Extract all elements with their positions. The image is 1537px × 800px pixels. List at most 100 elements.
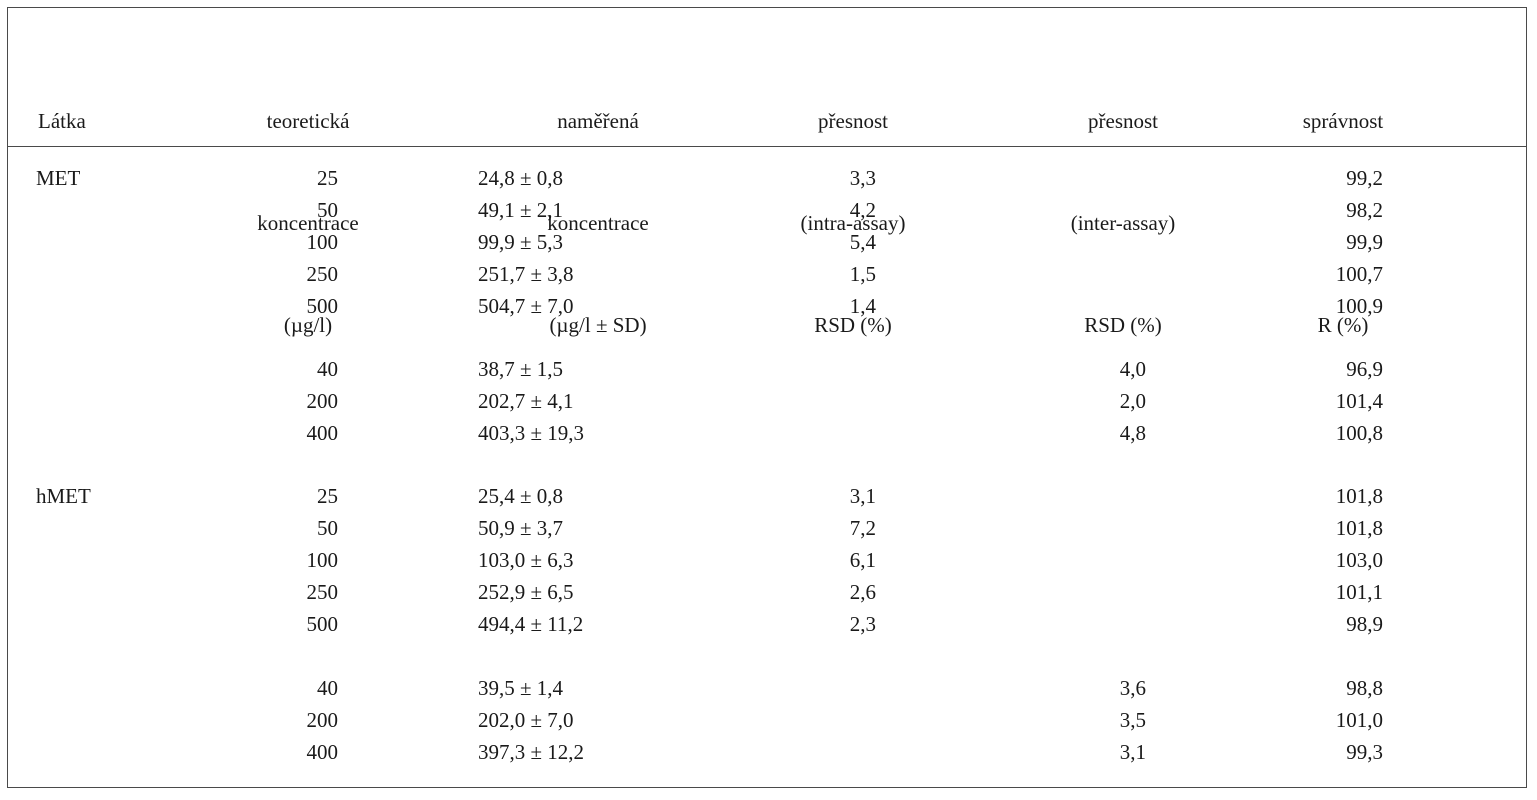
header-line: (µg/l): [283, 313, 333, 337]
cell-intra: 2,6: [849, 580, 876, 604]
header-substance: Látka: [38, 36, 86, 206]
cell-inter: 4,0: [1119, 357, 1146, 381]
header-divider: [8, 146, 1526, 147]
cell-theoretical: 25: [317, 484, 338, 508]
header-intra: přesnost (intra-assay) RSD (%): [778, 36, 928, 410]
cell-intra: 3,1: [849, 484, 876, 508]
table-frame: Látka teoretická koncentrace (µg/l) namě…: [7, 7, 1527, 788]
header-line: přesnost: [1088, 109, 1158, 133]
cell-recovery: 98,8: [1346, 676, 1383, 700]
cell-intra: 5,4: [849, 230, 876, 254]
cell-inter: 3,5: [1119, 708, 1146, 732]
header-line: koncentrace: [547, 211, 649, 235]
header-line: koncentrace: [257, 211, 359, 235]
cell-measured: 494,4 ± 11,2: [478, 612, 584, 636]
header-line: (µg/l ± SD): [549, 313, 647, 337]
cell-intra: 4,2: [849, 198, 876, 222]
header-inter: přesnost (inter-assay) RSD (%): [1048, 36, 1198, 410]
cell-measured: 24,8 ± 0,8: [478, 166, 564, 190]
cell-measured: 25,4 ± 0,8: [478, 484, 564, 508]
cell-theoretical: 50: [317, 516, 338, 540]
header-line: RSD (%): [1084, 313, 1162, 337]
cell-recovery: 100,7: [1335, 262, 1383, 286]
cell-measured: 38,7 ± 1,5: [478, 357, 564, 381]
table-row: 40 39,5 ± 1,4 3,6 98,8: [8, 672, 1526, 704]
cell-recovery: 98,9: [1346, 612, 1383, 636]
header-line: přesnost: [818, 109, 888, 133]
cell-theoretical: 40: [317, 676, 338, 700]
cell-theoretical: 500: [306, 294, 339, 318]
header-theoretical: teoretická koncentrace (µg/l): [238, 36, 378, 410]
header-measured: naměřená koncentrace (µg/l ± SD): [523, 36, 673, 410]
cell-measured: 99,9 ± 5,3: [478, 230, 564, 254]
cell-measured: 252,9 ± 6,5: [478, 580, 574, 604]
table-row: 400 397,3 ± 12,2 3,1 99,3: [8, 736, 1526, 768]
header-recovery: správnost R (%): [1278, 36, 1408, 410]
cell-theoretical: 200: [306, 389, 339, 413]
cell-theoretical: 100: [306, 230, 339, 254]
cell-intra: 6,1: [849, 548, 876, 572]
table-row: 50 49,1 ± 2,1 4,2 98,2: [8, 194, 1526, 226]
cell-recovery: 99,3: [1346, 740, 1383, 764]
cell-theoretical: 100: [306, 548, 339, 572]
cell-theoretical: 40: [317, 357, 338, 381]
cell-measured: 202,0 ± 7,0: [478, 708, 574, 732]
cell-recovery: 101,8: [1335, 516, 1383, 540]
cell-recovery: 99,2: [1346, 166, 1383, 190]
cell-recovery: 101,1: [1335, 580, 1383, 604]
cell-theoretical: 500: [306, 612, 339, 636]
table-row: MET 25 24,8 ± 0,8 3,3 99,2: [8, 162, 1526, 194]
header-line: teoretická: [266, 109, 350, 133]
cell-theoretical: 400: [306, 740, 339, 764]
table-header: Látka teoretická koncentrace (µg/l) namě…: [8, 8, 1526, 337]
table-row: 250 252,9 ± 6,5 2,6 101,1: [8, 576, 1526, 608]
cell-inter: 2,0: [1119, 389, 1146, 413]
header-line: (inter-assay): [1070, 211, 1176, 235]
cell-measured: 50,9 ± 3,7: [478, 516, 564, 540]
cell-recovery: 98,2: [1346, 198, 1383, 222]
cell-measured: 202,7 ± 4,1: [478, 389, 574, 413]
table-row: 200 202,7 ± 4,1 2,0 101,4: [8, 385, 1526, 417]
cell-measured: 397,3 ± 12,2: [478, 740, 585, 764]
cell-inter: 3,6: [1119, 676, 1146, 700]
table-row: 400 403,3 ± 19,3 4,8 100,8: [8, 417, 1526, 449]
cell-recovery: 103,0: [1335, 548, 1383, 572]
cell-inter: 4,8: [1119, 421, 1146, 445]
cell-measured: 49,1 ± 2,1: [478, 198, 564, 222]
cell-measured: 251,7 ± 3,8: [478, 262, 574, 286]
table-row: 500 504,7 ± 7,0 1,4 100,9: [8, 290, 1526, 322]
cell-substance: MET: [36, 166, 81, 190]
cell-recovery: 101,8: [1335, 484, 1383, 508]
cell-measured: 39,5 ± 1,4: [478, 676, 564, 700]
cell-theoretical: 250: [306, 262, 339, 286]
cell-theoretical: 250: [306, 580, 339, 604]
cell-theoretical: 400: [306, 421, 339, 445]
table-row: 250 251,7 ± 3,8 1,5 100,7: [8, 258, 1526, 290]
table-row: 100 103,0 ± 6,3 6,1 103,0: [8, 544, 1526, 576]
cell-intra: 1,4: [849, 294, 876, 318]
cell-measured: 403,3 ± 19,3: [478, 421, 585, 445]
header-line: Látka: [38, 109, 86, 133]
cell-theoretical: 25: [317, 166, 338, 190]
cell-intra: 2,3: [849, 612, 876, 636]
header-line: (intra-assay): [800, 211, 906, 235]
table-row: 500 494,4 ± 11,2 2,3 98,9: [8, 608, 1526, 640]
table-row: 200 202,0 ± 7,0 3,5 101,0: [8, 704, 1526, 736]
cell-measured: 504,7 ± 7,0: [478, 294, 574, 318]
cell-substance: hMET: [36, 484, 91, 508]
table-row: 40 38,7 ± 1,5 4,0 96,9: [8, 353, 1526, 385]
header-line: správnost: [1302, 109, 1384, 133]
header-line: R (%): [1317, 313, 1369, 337]
cell-recovery: 100,9: [1335, 294, 1383, 318]
cell-recovery: 101,4: [1335, 389, 1383, 413]
cell-theoretical: 200: [306, 708, 339, 732]
table-row: hMET 25 25,4 ± 0,8 3,1 101,8: [8, 480, 1526, 512]
cell-measured: 103,0 ± 6,3: [478, 548, 574, 572]
header-line: RSD (%): [814, 313, 892, 337]
cell-intra: 3,3: [849, 166, 876, 190]
cell-recovery: 99,9: [1346, 230, 1383, 254]
cell-theoretical: 50: [317, 198, 338, 222]
cell-intra: 7,2: [849, 516, 876, 540]
cell-recovery: 96,9: [1346, 357, 1383, 381]
cell-recovery: 101,0: [1335, 708, 1383, 732]
